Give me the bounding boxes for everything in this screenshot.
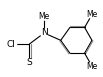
Circle shape bbox=[26, 59, 33, 66]
Text: Me: Me bbox=[86, 62, 98, 71]
Circle shape bbox=[88, 62, 96, 70]
Text: S: S bbox=[27, 58, 32, 67]
Circle shape bbox=[88, 11, 96, 18]
Text: Me: Me bbox=[86, 10, 98, 19]
Circle shape bbox=[40, 29, 48, 37]
Text: N: N bbox=[41, 28, 47, 37]
Circle shape bbox=[40, 13, 48, 20]
Circle shape bbox=[6, 38, 17, 50]
Text: Cl: Cl bbox=[7, 40, 15, 49]
Text: Me: Me bbox=[39, 12, 50, 21]
